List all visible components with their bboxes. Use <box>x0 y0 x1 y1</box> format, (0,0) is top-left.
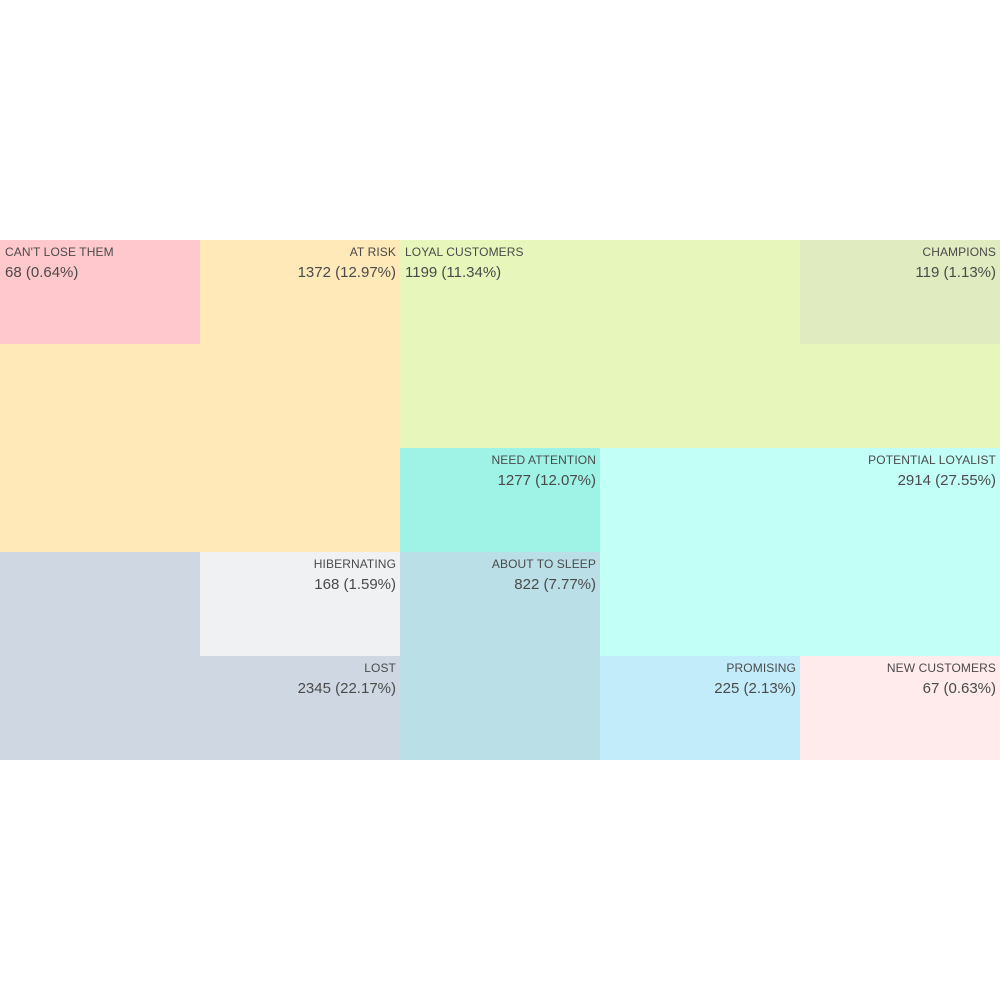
segment-label: NEW CUSTOMERS <box>886 661 996 675</box>
rfm-segment-treemap: AT RISK 1372 (12.97%) LOYAL CUSTOMERS 11… <box>0 240 1000 760</box>
segment-label: LOYAL CUSTOMERS <box>405 245 524 259</box>
segment-label: POTENTIAL LOYALIST <box>868 453 996 467</box>
segment-about-to-sleep[interactable]: ABOUT TO SLEEP 822 (7.77%) <box>400 552 600 760</box>
segment-value: 68 (0.64%) <box>5 264 79 281</box>
segment-label: CAN'T LOSE THEM <box>5 245 114 259</box>
segment-potential-loyalist[interactable]: POTENTIAL LOYALIST 2914 (27.55%) <box>600 448 1000 656</box>
segment-label: CHAMPIONS <box>922 245 996 259</box>
segment-hibernating[interactable]: HIBERNATING 168 (1.59%) <box>200 552 400 656</box>
segment-value: 822 (7.77%) <box>514 576 596 593</box>
segment-label: HIBERNATING <box>313 557 396 571</box>
segment-value: 1199 (11.34%) <box>405 264 502 281</box>
segment-cant-lose-them[interactable]: CAN'T LOSE THEM 68 (0.64%) <box>0 240 200 344</box>
segment-value: 1277 (12.07%) <box>497 472 596 489</box>
segment-value: 2914 (27.55%) <box>897 472 996 489</box>
segment-value: 2345 (22.17%) <box>297 680 396 697</box>
segment-label: AT RISK <box>349 245 396 259</box>
segment-promising[interactable]: PROMISING 225 (2.13%) <box>600 656 800 760</box>
segment-value: 168 (1.59%) <box>314 576 396 593</box>
segment-label: ABOUT TO SLEEP <box>491 557 596 571</box>
segment-value: 119 (1.13%) <box>915 264 996 281</box>
segment-need-attention[interactable]: NEED ATTENTION 1277 (12.07%) <box>400 448 600 552</box>
segment-value: 67 (0.63%) <box>922 680 996 697</box>
segment-label: PROMISING <box>726 661 796 675</box>
segment-label: NEED ATTENTION <box>491 453 596 467</box>
segment-champions[interactable]: CHAMPIONS 119 (1.13%) <box>800 240 1000 344</box>
segment-value: 225 (2.13%) <box>714 680 796 697</box>
segment-value: 1372 (12.97%) <box>297 264 396 281</box>
segment-label: LOST <box>364 661 396 675</box>
segment-new-customers[interactable]: NEW CUSTOMERS 67 (0.63%) <box>800 656 1000 760</box>
